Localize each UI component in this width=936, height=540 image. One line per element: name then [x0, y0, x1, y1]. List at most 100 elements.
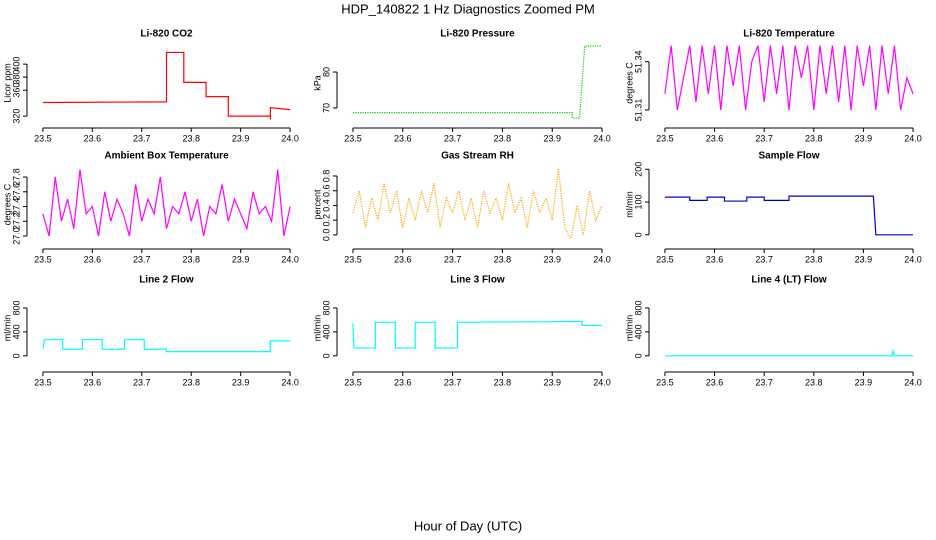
x-tick-label: 24.0	[593, 133, 611, 143]
y-tick-label: 27.2	[11, 212, 21, 230]
data-line	[352, 168, 603, 241]
x-tick-label: 23.6	[84, 133, 102, 143]
panel-title: Li-820 Pressure	[440, 29, 515, 40]
x-tick-label: 23.7	[444, 133, 462, 143]
x-tick-label: 23.6	[706, 133, 724, 143]
data-line	[664, 349, 914, 357]
x-tick-label: 24.0	[904, 377, 922, 387]
y-axis-title: degrees C	[624, 62, 634, 104]
x-tick-label: 23.6	[84, 254, 102, 264]
x-tick-label: 24.0	[904, 254, 922, 264]
x-tick-label: 23.5	[656, 133, 674, 143]
y-axis-title: percent	[312, 189, 322, 220]
data-line	[42, 339, 291, 353]
data-line	[352, 320, 603, 349]
data-line	[42, 51, 291, 120]
y-tick-label: 400	[321, 324, 331, 339]
y-tick-label: 400	[633, 324, 643, 339]
x-tick-label: 23.6	[706, 377, 724, 387]
y-tick-label: 0	[11, 353, 21, 358]
y-tick-label: 400	[11, 57, 21, 72]
x-tick-label: 23.7	[444, 377, 462, 387]
x-tick-label: 23.7	[444, 254, 462, 264]
x-tick-label: 23.8	[805, 254, 823, 264]
y-tick-label: 0	[321, 353, 331, 358]
x-tick-label: 23.6	[394, 133, 412, 143]
x-tick-label: 23.7	[133, 133, 151, 143]
y-tick-label: 400	[11, 324, 21, 339]
y-tick-label: 27.8	[11, 168, 21, 186]
x-tick-label: 23.5	[344, 254, 362, 264]
x-tick-label: 23.9	[232, 133, 250, 143]
x-tick-label: 23.9	[855, 377, 873, 387]
y-axis-title: ml/min	[624, 315, 634, 342]
y-axis-title: ml/min	[624, 191, 634, 218]
x-tick-label: 23.8	[182, 254, 200, 264]
x-tick-label: 23.9	[232, 377, 250, 387]
panel-title: Line 4 (LT) Flow	[751, 275, 827, 286]
y-tick-label: 51.31	[633, 99, 643, 122]
x-tick-label: 23.6	[84, 377, 102, 387]
x-tick-label: 23.8	[182, 377, 200, 387]
y-tick-label: 0.6	[321, 184, 331, 197]
panel-title: Gas Stream RH	[441, 151, 514, 162]
x-tick-label: 23.7	[133, 377, 151, 387]
x-tick-label: 23.5	[34, 133, 52, 143]
y-tick-label: 200	[633, 162, 643, 177]
y-tick-label: 100	[633, 195, 643, 210]
y-axis-title: degrees C	[2, 183, 12, 225]
x-tick-label: 23.7	[755, 377, 773, 387]
x-tick-label: 24.0	[904, 133, 922, 143]
x-tick-label: 23.8	[182, 133, 200, 143]
data-line	[42, 169, 291, 237]
panel-title: Li-820 CO2	[140, 29, 193, 40]
x-tick-label: 23.7	[755, 254, 773, 264]
x-tick-label: 23.9	[543, 133, 561, 143]
panel-title: Li-820 Temperature	[743, 29, 835, 40]
y-tick-label: 27.6	[11, 183, 21, 201]
y-tick-label: 0.2	[321, 214, 331, 227]
data-line	[664, 45, 914, 111]
x-tick-label: 23.5	[34, 377, 52, 387]
x-tick-label: 24.0	[593, 254, 611, 264]
y-tick-label: 360	[11, 83, 21, 98]
x-tick-label: 23.5	[344, 133, 362, 143]
x-tick-label: 23.8	[494, 254, 512, 264]
y-tick-label: 27.0	[11, 227, 21, 245]
x-tick-label: 23.9	[855, 133, 873, 143]
y-tick-label: 380	[11, 70, 21, 85]
x-tick-label: 23.6	[706, 254, 724, 264]
y-axis-title: Licor ppm	[2, 63, 12, 103]
x-tick-label: 23.9	[543, 254, 561, 264]
x-tick-label: 23.8	[805, 133, 823, 143]
y-tick-label: 800	[321, 300, 331, 315]
x-tick-label: 23.5	[656, 377, 674, 387]
data-line	[352, 45, 603, 119]
y-tick-label: 51.34	[633, 50, 643, 73]
y-tick-label: 0.4	[321, 199, 331, 212]
x-tick-label: 23.8	[805, 377, 823, 387]
x-tick-label: 23.7	[133, 254, 151, 264]
x-tick-label: 23.5	[344, 377, 362, 387]
y-axis-title: ml/min	[312, 315, 322, 342]
y-tick-label: 27.4	[11, 198, 21, 216]
x-tick-label: 23.7	[755, 133, 773, 143]
y-axis-title: ml/min	[2, 315, 12, 342]
x-tick-label: 23.6	[394, 377, 412, 387]
y-axis-title: kPa	[312, 75, 322, 91]
panel-title: Line 2 Flow	[139, 275, 194, 286]
y-tick-label: 320	[11, 109, 21, 124]
y-tick-label: 0	[633, 353, 643, 358]
y-tick-label: 0	[633, 232, 643, 237]
y-tick-label: 800	[11, 300, 21, 315]
page-title: HDP_140822 1 Hz Diagnostics Zoomed PM	[341, 1, 595, 16]
x-tick-label: 23.8	[494, 377, 512, 387]
x-tick-label: 23.5	[34, 254, 52, 264]
y-tick-label: 70	[321, 103, 331, 113]
x-tick-label: 23.9	[543, 377, 561, 387]
x-tick-label: 23.5	[656, 254, 674, 264]
x-tick-label: 23.6	[394, 254, 412, 264]
panel-title: Ambient Box Temperature	[104, 151, 229, 162]
y-tick-label: 800	[633, 300, 643, 315]
